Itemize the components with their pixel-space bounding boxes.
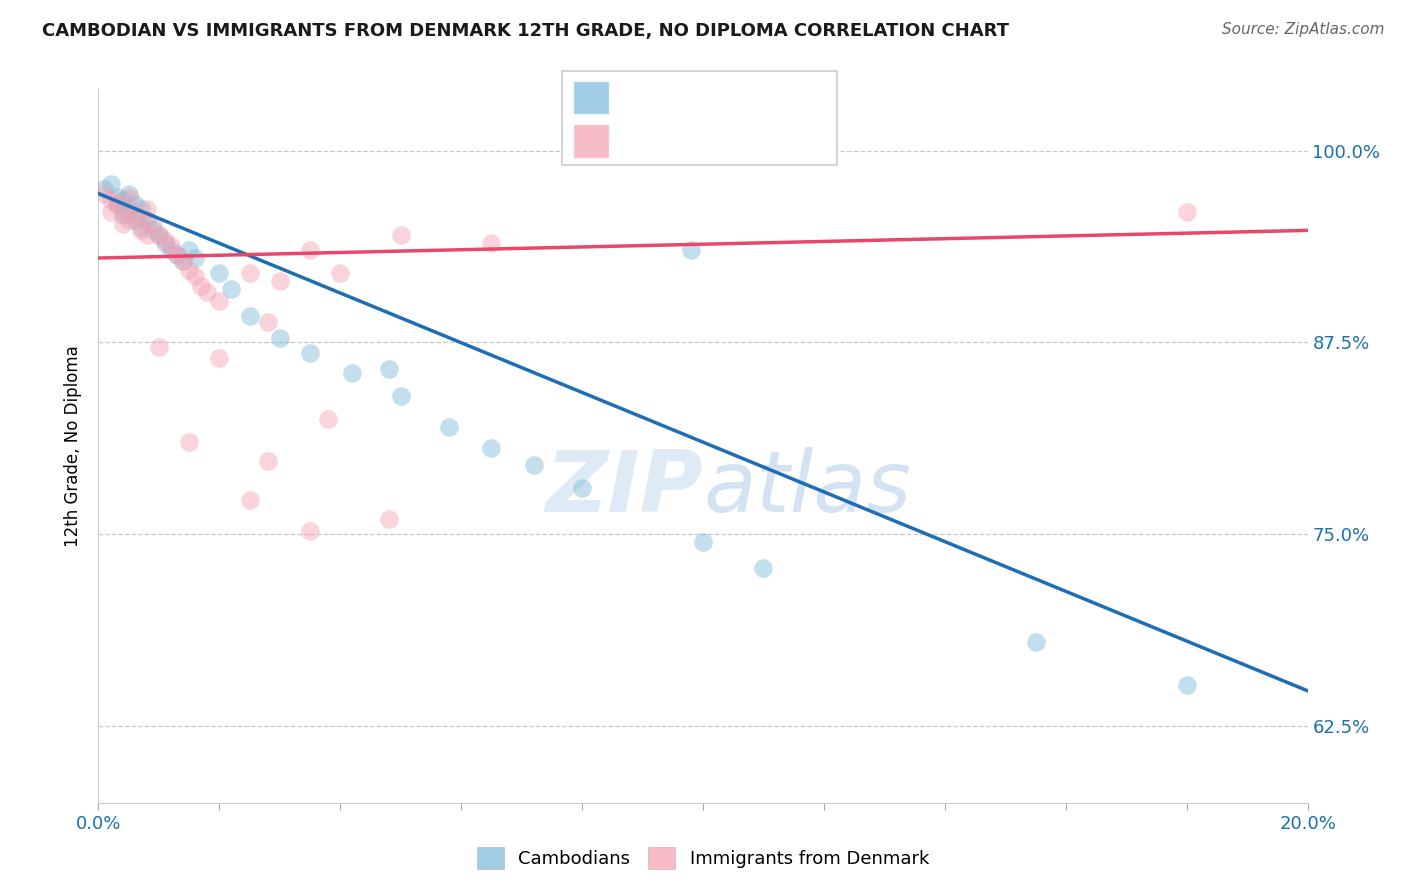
Point [1024,634,1046,648]
Point [299,346,322,360]
Point [172,254,194,268]
Point [269,331,291,345]
Point [172,254,194,268]
Point [118,212,141,227]
Point [184,251,207,265]
Text: ZIP: ZIP [546,447,703,531]
Point [160,244,183,258]
Point [118,186,141,201]
Point [105,189,128,203]
FancyBboxPatch shape [574,81,609,114]
Point [329,266,352,280]
Point [342,366,364,380]
Point [111,217,134,231]
FancyBboxPatch shape [562,71,837,165]
Point [153,233,176,247]
Point [389,227,412,242]
Point [148,227,170,242]
Point [124,197,146,211]
Text: atlas: atlas [703,447,911,531]
Point [153,235,176,250]
Point [148,340,170,354]
Point [316,412,339,426]
Point [105,197,128,211]
Point [111,208,134,222]
Text: N = 40: N = 40 [749,131,810,149]
Point [481,235,503,250]
Y-axis label: 12th Grade, No Diploma: 12th Grade, No Diploma [65,345,83,547]
Point [179,435,201,450]
Legend: Cambodians, Immigrants from Denmark: Cambodians, Immigrants from Denmark [470,839,936,876]
Text: N = 38: N = 38 [749,88,810,106]
Point [208,293,231,308]
Point [389,389,412,403]
Point [571,481,593,495]
Point [190,278,212,293]
Point [166,248,188,262]
Point [256,453,278,467]
Point [184,269,207,284]
Point [129,223,152,237]
Point [523,458,546,473]
Point [221,282,243,296]
Point [256,316,278,330]
Point [129,212,152,227]
Text: Source: ZipAtlas.com: Source: ZipAtlas.com [1222,22,1385,37]
Point [752,561,775,575]
Point [100,193,122,207]
Point [93,186,115,201]
Point [160,238,183,252]
Text: R =  0.038: R = 0.038 [620,131,713,149]
Point [377,361,399,376]
Point [135,227,157,242]
Point [111,205,134,219]
Point [118,189,141,203]
FancyBboxPatch shape [574,124,609,158]
Point [299,524,322,538]
Point [129,220,152,235]
Point [124,205,146,219]
Point [142,217,165,231]
Point [692,535,714,549]
Point [100,205,122,219]
Point [135,212,157,227]
Point [195,285,218,299]
Point [679,244,702,258]
Text: R = -0.685: R = -0.685 [620,88,714,106]
Point [239,310,262,324]
Point [111,193,134,207]
Point [100,178,122,192]
Point [239,266,262,280]
Point [208,351,231,365]
Point [481,442,503,456]
Point [179,263,201,277]
Point [377,512,399,526]
Text: CAMBODIAN VS IMMIGRANTS FROM DENMARK 12TH GRADE, NO DIPLOMA CORRELATION CHART: CAMBODIAN VS IMMIGRANTS FROM DENMARK 12T… [42,22,1010,40]
Point [299,244,322,258]
Point [1175,678,1198,692]
Point [124,212,146,227]
Point [93,182,115,196]
Point [129,202,152,216]
Point [118,205,141,219]
Point [179,244,201,258]
Point [148,227,170,242]
Point [105,197,128,211]
Point [135,202,157,216]
Point [208,266,231,280]
Point [1175,205,1198,219]
Point [269,274,291,288]
Point [239,493,262,508]
Point [142,223,165,237]
Point [166,248,188,262]
Point [437,419,460,434]
